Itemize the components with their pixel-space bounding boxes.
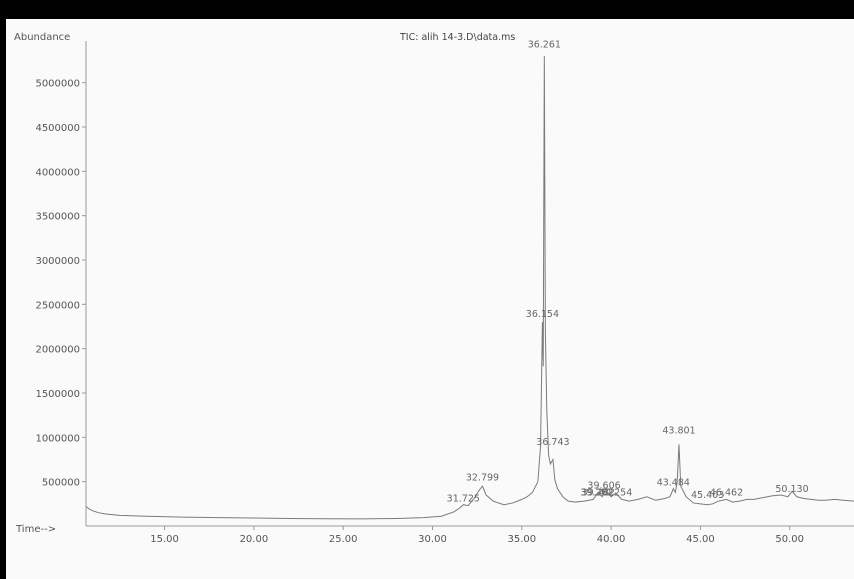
peak-label: 31.725 [447,494,480,505]
x-tick-label: 25.00 [329,534,358,545]
chart-title: TIC: alih 14-3.D\data.ms [399,32,515,43]
y-tick-label: 1500000 [35,389,80,400]
peak-label: 36.154 [526,309,559,320]
y-tick-label: 500000 [42,478,80,489]
peak-labels: 36.261 36.154 36.743 32.799 31.725 39.60639.2… [447,40,809,505]
x-tick-label: 15.00 [150,534,179,545]
x-axis-label: Time--> [15,524,56,535]
y-tick-label: 4500000 [35,123,80,134]
peak-label: 39.202 [580,487,613,498]
y-tick-label: 2500000 [35,300,80,311]
peak-label: 36.743 [536,437,569,448]
y-tick-label: 3000000 [35,256,80,267]
tic-trace [85,56,854,520]
peak-label: 45.403 [691,490,724,501]
x-tick-label: 35.00 [507,534,536,545]
axes [85,41,854,527]
peak-label: 36.261 [528,40,561,51]
peak-label: 43.484 [657,478,690,489]
peak-label: 39.606 [587,480,620,491]
x-tick-label: 20.00 [240,534,269,545]
y-tick-label: 3500000 [35,212,80,223]
y-tick-label: 2000000 [35,345,80,356]
x-ticks: 15.00 20.00 25.00 30.00 35.00 40.00 45.00 50.00 [150,526,804,545]
y-ticks: 500000 1000000 1500000 2000000 2500000 300000… [35,79,86,489]
chromatogram-paper: Abundance Time--> TIC: alih 14-3.D\data.… [6,19,854,579]
peak-label: 39.282 [582,487,615,498]
peak-label: 40.254 [599,487,632,498]
y-tick-label: 5000000 [35,79,80,90]
y-tick-label: 1000000 [35,433,80,444]
y-tick-label: 4000000 [35,167,80,178]
y-axis-label: Abundance [14,32,70,43]
x-tick-label: 50.00 [775,534,804,545]
peak-label: 46.462 [710,487,743,498]
chromatogram-plot: Abundance Time--> TIC: alih 14-3.D\data.… [14,32,854,545]
peak-label: 50.130 [775,484,808,495]
x-tick-label: 45.00 [686,534,715,545]
x-tick-label: 30.00 [418,534,447,545]
peak-label: 32.799 [466,472,499,483]
peak-label: 43.801 [662,425,695,436]
x-tick-label: 40.00 [597,534,626,545]
